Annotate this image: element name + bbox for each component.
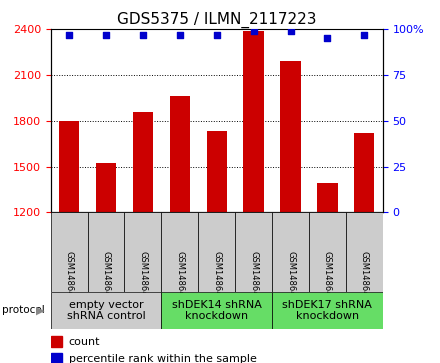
Text: GSM1486445: GSM1486445 xyxy=(249,251,258,307)
Point xyxy=(361,32,368,37)
Point xyxy=(139,32,147,37)
Text: shDEK17 shRNA
knockdown: shDEK17 shRNA knockdown xyxy=(282,299,372,321)
Bar xyxy=(272,212,309,292)
Text: GSM1486443: GSM1486443 xyxy=(175,251,184,307)
Bar xyxy=(280,61,301,212)
Text: empty vector
shRNA control: empty vector shRNA control xyxy=(66,299,145,321)
Bar xyxy=(198,212,235,292)
Bar xyxy=(354,133,374,212)
Point xyxy=(250,28,257,34)
Bar xyxy=(206,131,227,212)
Text: shDEK14 shRNA
knockdown: shDEK14 shRNA knockdown xyxy=(172,299,262,321)
Text: GSM1486441: GSM1486441 xyxy=(102,251,110,307)
Bar xyxy=(51,212,88,292)
Bar xyxy=(161,212,198,292)
Bar xyxy=(170,96,190,212)
Bar xyxy=(51,336,62,347)
Bar xyxy=(51,353,62,363)
Text: GSM1486447: GSM1486447 xyxy=(323,251,332,307)
Point xyxy=(176,32,183,37)
Bar xyxy=(309,212,346,292)
Bar xyxy=(272,292,383,329)
Text: count: count xyxy=(69,337,100,347)
Point xyxy=(213,32,220,37)
Bar xyxy=(235,212,272,292)
Point xyxy=(66,32,73,37)
Text: GSM1486444: GSM1486444 xyxy=(212,251,221,307)
Text: percentile rank within the sample: percentile rank within the sample xyxy=(69,354,257,363)
Bar xyxy=(59,121,79,212)
Bar xyxy=(88,212,125,292)
Bar xyxy=(317,183,337,212)
Bar xyxy=(133,111,153,212)
Bar xyxy=(125,212,161,292)
Text: protocol: protocol xyxy=(2,305,45,315)
Bar xyxy=(96,163,116,212)
Point xyxy=(324,35,331,41)
Bar xyxy=(346,212,383,292)
Point xyxy=(103,32,110,37)
Text: GSM1486442: GSM1486442 xyxy=(138,251,147,307)
Text: ▶: ▶ xyxy=(36,305,44,315)
Text: GSM1486440: GSM1486440 xyxy=(65,251,73,307)
Title: GDS5375 / ILMN_2117223: GDS5375 / ILMN_2117223 xyxy=(117,12,316,28)
Bar xyxy=(161,292,272,329)
Text: GSM1486448: GSM1486448 xyxy=(360,251,369,307)
Text: GSM1486446: GSM1486446 xyxy=(286,251,295,307)
Bar xyxy=(243,30,264,212)
Bar xyxy=(51,292,161,329)
Point xyxy=(287,28,294,34)
